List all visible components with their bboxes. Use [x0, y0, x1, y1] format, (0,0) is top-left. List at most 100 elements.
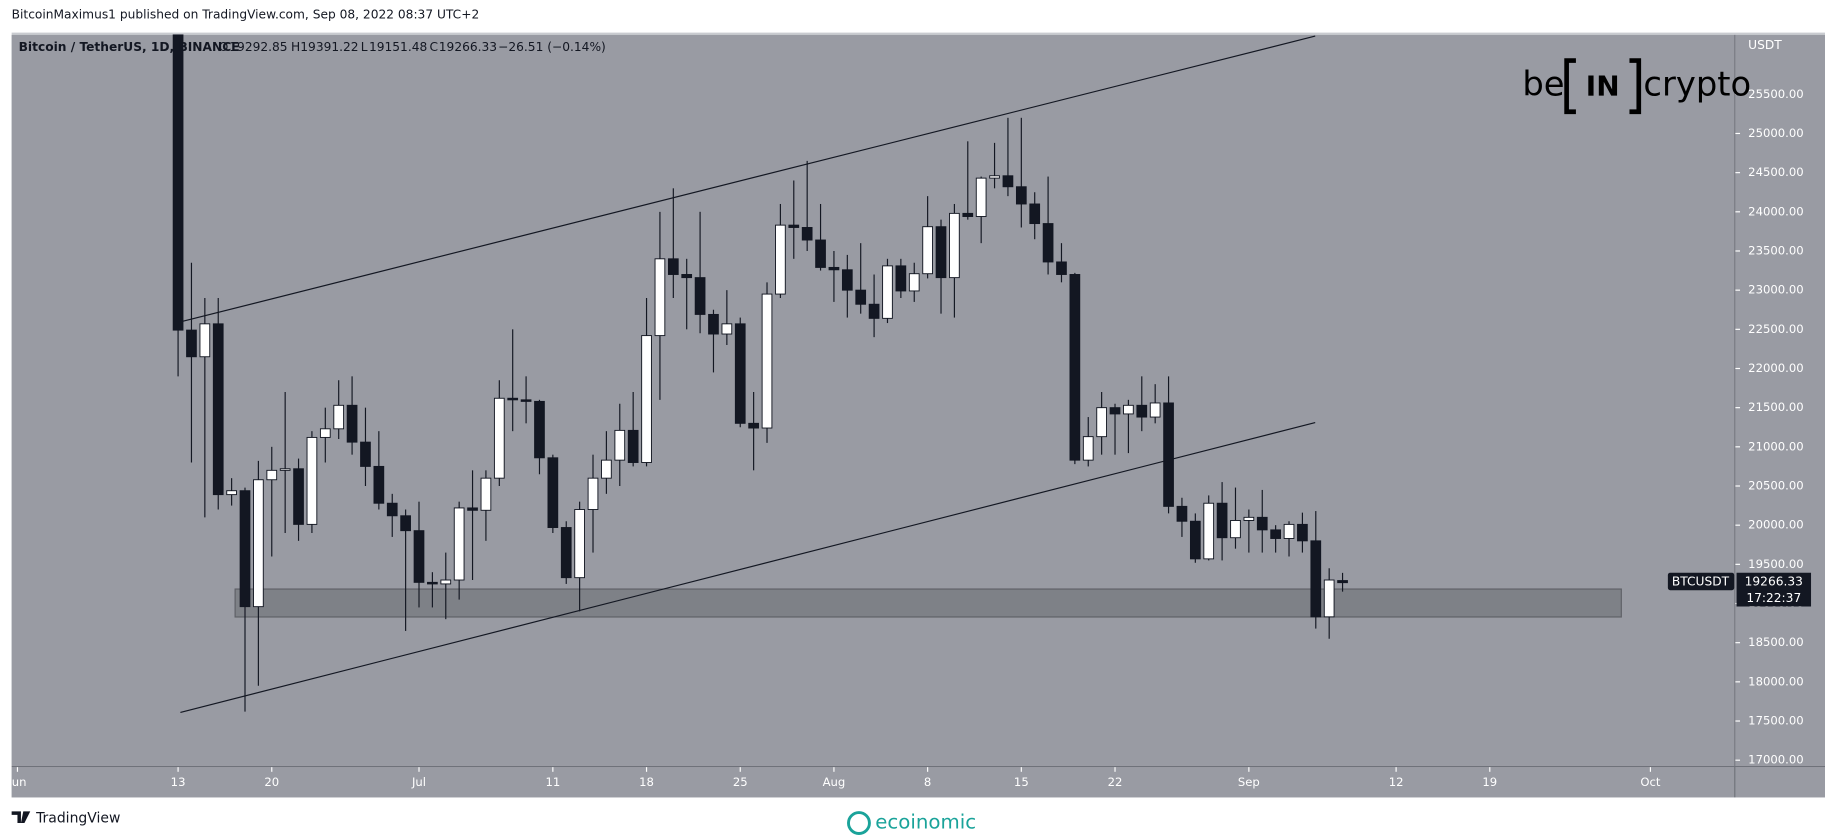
candle-body — [828, 266, 840, 271]
y-tick-label: 21000.00 — [1748, 439, 1803, 453]
candle-body — [708, 313, 719, 335]
candle-body — [199, 323, 211, 358]
y-tick-label: 25000.00 — [1748, 126, 1803, 140]
candle-body — [1002, 175, 1014, 188]
logo-middle: IN — [1586, 69, 1620, 102]
candle-body — [721, 323, 733, 335]
candle-body — [306, 436, 318, 525]
candle-body — [627, 429, 639, 463]
ohlc-value: 19266.33 — [439, 40, 497, 54]
candle-body — [186, 329, 197, 358]
candle-body — [467, 507, 478, 511]
chart-title: Bitcoin / TetherUS, 1D, BINANCE — [19, 40, 240, 54]
candle-body — [266, 469, 278, 481]
candle-body — [949, 212, 960, 279]
symbol-label: BTCUSDT — [1672, 575, 1730, 589]
candle-body — [855, 289, 867, 305]
candle-body — [681, 274, 693, 279]
candle-body — [279, 468, 291, 471]
candle-body — [1216, 502, 1228, 539]
symbol-badge — [1667, 572, 1735, 591]
axis-unit: USDT — [1748, 38, 1782, 52]
candle-body — [694, 277, 706, 315]
candle-body — [654, 258, 666, 337]
candle-body — [413, 530, 425, 583]
candle-body — [1069, 274, 1081, 461]
candle-body — [1270, 529, 1281, 539]
candle-body — [641, 335, 652, 463]
x-tick-label: 12 — [1389, 775, 1404, 789]
candle-body — [975, 177, 987, 217]
price-axis — [1735, 34, 1825, 766]
candle-body — [1189, 520, 1201, 560]
candle-body — [868, 303, 880, 319]
x-tick-label: 11 — [545, 775, 560, 789]
candle-body — [1015, 186, 1027, 205]
candle-body — [1056, 261, 1067, 275]
candle-body — [1096, 407, 1107, 438]
ohlc-letter: H — [291, 40, 300, 54]
candle-body — [734, 323, 746, 424]
ohlc-letter: O — [219, 40, 229, 54]
x-tick-label: 22 — [1108, 775, 1123, 789]
x-tick-label: 25 — [733, 775, 748, 789]
candle-body — [1029, 203, 1041, 225]
candle-body — [601, 459, 612, 479]
candle-body — [453, 507, 465, 581]
y-tick-label: 20000.00 — [1748, 518, 1803, 532]
y-tick-label: 18500.00 — [1748, 635, 1803, 649]
candle-body — [226, 490, 237, 496]
logo-brackets — [1564, 58, 1642, 115]
ohlc-value: 19391.22 — [300, 40, 358, 54]
channel-lower — [180, 422, 1316, 714]
candle-body — [587, 477, 599, 510]
candle-body — [614, 429, 626, 461]
published-line: BitcoinMaximus1 published on TradingView… — [12, 8, 480, 22]
y-tick-label: 23500.00 — [1748, 243, 1803, 257]
watermark-icon — [847, 811, 871, 835]
candles — [172, 34, 1348, 712]
countdown: 17:22:37 — [1746, 591, 1801, 605]
candle-body — [253, 479, 264, 608]
channel-upper — [177, 35, 1316, 324]
candle-body — [1042, 223, 1054, 263]
candle-body — [333, 404, 345, 430]
x-tick-label: Jun — [7, 775, 26, 789]
candle-body — [520, 399, 532, 402]
candle-body — [989, 175, 1000, 179]
x-tick-label: 13 — [171, 775, 186, 789]
candle-body — [1109, 407, 1121, 415]
candle-body — [1176, 505, 1188, 522]
candle-body — [507, 397, 519, 401]
candle-body — [1123, 404, 1134, 415]
candle-body — [1230, 520, 1241, 539]
candle-body — [895, 265, 907, 292]
x-tick-label: Oct — [1640, 775, 1661, 789]
y-tick-label: 23000.00 — [1748, 283, 1803, 297]
candle-body — [1082, 436, 1094, 461]
x-tick-label: 8 — [924, 775, 931, 789]
candle-body — [400, 515, 411, 532]
y-tick-label: 20500.00 — [1748, 479, 1803, 493]
last-price: 19266.33 — [1745, 575, 1803, 589]
candle-body — [547, 457, 559, 528]
candle-body — [560, 527, 572, 579]
price-badge — [1736, 572, 1812, 607]
candle-body — [1310, 540, 1322, 618]
candle-body — [239, 490, 251, 608]
footer-brand: TradingView — [35, 810, 120, 826]
candle-body — [667, 258, 679, 275]
candle-body — [935, 226, 947, 279]
candle-body — [882, 265, 893, 319]
candle-body — [386, 502, 398, 517]
candle-body — [788, 224, 800, 228]
support-zone — [234, 588, 1622, 618]
y-tick-label: 22500.00 — [1748, 322, 1803, 336]
candle-body — [574, 509, 585, 579]
candle-body — [427, 581, 438, 585]
candle-body — [922, 226, 933, 275]
candle-body — [801, 227, 813, 241]
candle-body — [815, 239, 826, 268]
candle-body — [748, 422, 759, 429]
